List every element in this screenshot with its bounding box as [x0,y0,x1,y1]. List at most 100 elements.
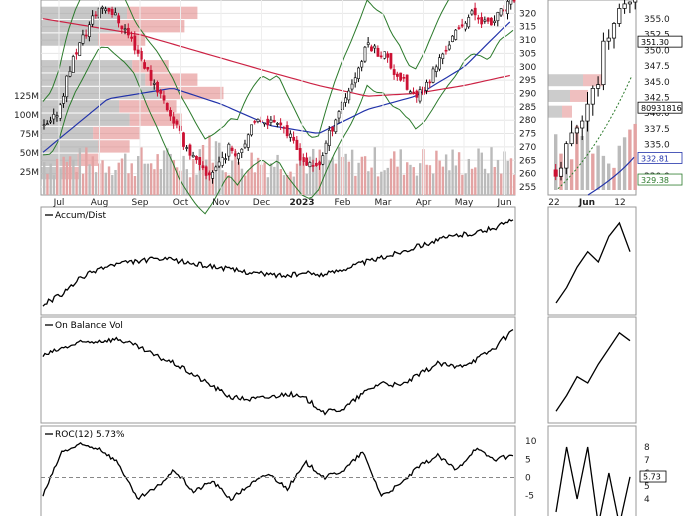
candle-body [363,46,367,62]
volume-bar [467,158,471,195]
volume-bar [337,146,341,195]
zoom-sma-line [557,75,633,190]
volume-bar [107,166,111,195]
x-tick-label: Jul [53,198,65,208]
zoom-candle-body [601,40,606,86]
candle-body [110,8,114,15]
candle-body [308,162,312,168]
candle-body [467,17,471,28]
zoom-value-box [637,101,683,114]
volume-bar [409,164,412,195]
candle-body [146,67,150,70]
volume-bar [266,177,270,195]
candle-body [451,35,454,42]
zoom-volume-bar [591,153,595,190]
candle-body [71,56,75,73]
candle-body [314,162,318,166]
candle-body [302,157,305,162]
volume-bar [256,157,260,195]
candle-body [45,123,49,126]
price-tick-label: 280 [519,116,536,126]
candle-body [431,68,435,83]
volume-bar [415,175,419,195]
candle-body [418,89,422,102]
volume-bar [192,159,195,195]
candle-body [383,51,386,59]
candle-body [405,74,409,90]
candle-body [337,111,341,119]
candle-body [152,82,156,85]
roc-tick-label: 10 [525,437,537,447]
price-tick-label: 275 [519,130,536,140]
price-tick-label: 305 [519,49,536,59]
candle-body [195,156,198,160]
volume-bar [72,159,75,195]
volume-bar [243,175,247,195]
sma-50-line [42,21,511,153]
volume-bar [357,162,360,195]
zoom-candle-body [596,84,601,89]
volume-bar [350,149,354,195]
zoom-volume-bar [612,167,616,190]
candle-body [162,95,166,101]
candle-body [143,62,146,69]
volume-bar [166,148,169,195]
candle-body [399,72,403,81]
volume-bar [208,135,211,195]
volume-bar [487,173,490,195]
candle-body [408,91,412,94]
roc-line [42,441,514,502]
candle-body [295,139,299,150]
candle-body [214,166,218,171]
candle-body [159,90,163,94]
price-tick-label: 310 [519,36,536,46]
candle-body [123,28,127,31]
zoom-candle-body [585,103,590,122]
sma-200-line [42,18,510,97]
candle-body [81,34,85,44]
candle-body [347,90,351,101]
volume-bar [282,175,286,195]
candle-body [276,123,279,125]
zoom-price-tick-label: 337.5 [644,125,670,135]
price-volume-bar [119,20,185,33]
roc-panel [40,425,516,516]
candle-body [334,119,338,133]
volume-bar [263,162,266,195]
candle-body [512,0,516,2]
zoom-volume-bar [607,163,611,190]
price-volume-bar [41,113,130,126]
candle-body [477,17,480,20]
volume-bar [143,163,146,195]
candle-body [68,71,72,77]
zoom-candle-body [580,120,585,129]
candle-body [139,50,143,60]
candle-body [483,19,487,22]
candle-body [91,15,95,25]
volume-bar [159,168,163,195]
zoom-volume-bar [628,129,632,190]
candle-body [353,77,357,84]
candle-body [52,114,56,120]
roc-zoom-line [555,446,631,516]
volume-bar [419,163,422,195]
candle-body [78,42,82,56]
candle-body [480,17,484,25]
volume-bar [441,166,445,195]
price-tick-label: 285 [519,103,536,113]
volume-bar [402,174,406,195]
candle-body [227,143,231,157]
candle-body [464,22,467,30]
zoom-candle-body [627,1,632,5]
volume-bar [162,150,166,195]
zoom-volume-bar [622,137,627,190]
volume-bar [302,160,305,195]
candle-body [233,153,237,156]
candle-body [107,8,111,12]
zoom-x-tick-label: 12 [614,198,625,208]
volume-bar [85,147,88,195]
volume-bar [325,152,328,195]
candle-body [133,35,137,51]
x-tick-label: Nov [212,198,230,208]
volume-bar [396,166,399,195]
